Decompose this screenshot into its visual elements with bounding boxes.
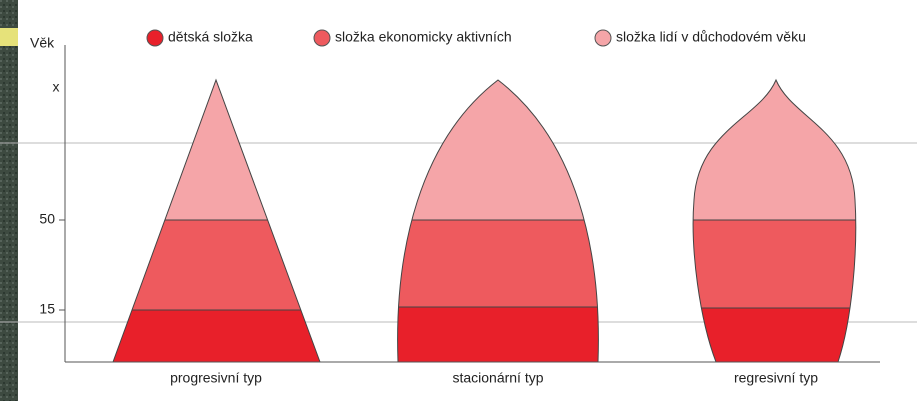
- legend-label: dětská složka: [168, 29, 253, 45]
- legend-swatch: [313, 29, 331, 47]
- tick-label: x: [53, 79, 60, 95]
- background-texture: [0, 0, 18, 401]
- type-label: progresivní typ: [170, 370, 262, 386]
- accent-band: [0, 28, 18, 46]
- legend-swatch: [146, 29, 164, 47]
- axis-label: Věk: [30, 35, 55, 51]
- legend-swatch: [594, 29, 612, 47]
- legend-label: složka lidí v důchodovém věku: [616, 29, 806, 45]
- legend-label: složka ekonomicky aktivních: [335, 29, 512, 45]
- type-label: regresivní typ: [734, 370, 818, 386]
- shapes: [112, 78, 857, 363]
- tick-label: 50: [39, 211, 55, 227]
- tick-label: 15: [39, 301, 55, 317]
- type-label: stacionární typ: [452, 370, 543, 386]
